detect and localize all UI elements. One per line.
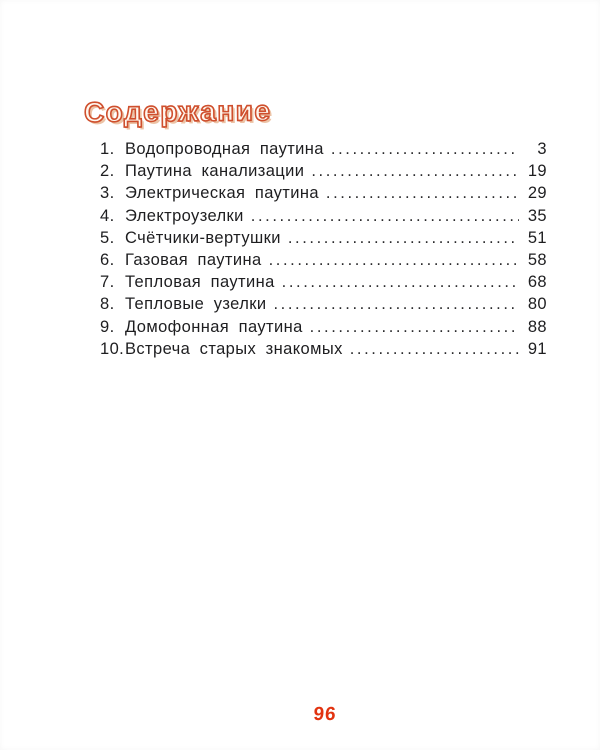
toc-item-number: 6. [100,250,115,269]
toc-row: 7. Тепловая паутина 68 [100,273,547,295]
dot-leader [275,273,519,292]
toc-item-page: 19 [527,162,547,181]
toc-item-page: 68 [527,273,547,292]
dot-leader [304,162,519,181]
toc-item-title: Домофонная паутина [125,317,303,336]
page-number: 96 [312,704,338,725]
toc-row: 1. Водопроводная паутина 3 [100,140,547,162]
toc-item-title: Счётчики-вертушки [125,228,281,247]
toc-item-number: 8. [100,295,115,314]
toc-item-title: Газовая паутина [125,250,262,269]
toc-item-page: 51 [527,228,547,247]
toc-item-number: 10. [100,339,125,358]
toc-item-title: Тепловые узелки [125,295,267,314]
toc-item-page: 29 [527,184,547,203]
dot-leader [343,340,519,359]
toc-item-title: Тепловая паутина [125,273,275,292]
dot-leader [244,207,519,226]
toc-row: 8. Тепловые узелки 80 [100,295,547,317]
toc-item-title: Водопроводная паутина [125,140,324,158]
toc-row: 10. Встреча старых знакомых 91 [100,340,547,362]
toc-item-title: Паутина канализации [125,162,305,181]
toc-item-number: 3. [100,184,115,203]
dot-leader [303,318,519,337]
toc-item-number: 7. [100,273,115,292]
page-title: Содержание [83,94,272,128]
toc-item-number: 9. [100,317,115,336]
toc-row: 3. Электрическая паутина 29 [100,184,547,206]
toc-item-title: Электрическая паутина [125,184,319,203]
toc-item-number: 2. [100,162,115,181]
toc-item-number: 4. [100,206,115,225]
dot-leader [266,295,519,314]
toc-row: 4. Электроузелки 35 [100,207,547,229]
toc-row: 5. Счётчики-вертушки 51 [100,229,547,251]
toc-item-page: 58 [527,250,547,269]
dot-leader [319,184,519,203]
toc-item-title: Встреча старых знакомых [125,339,343,358]
toc-row: 6. Газовая паутина 58 [100,251,547,273]
toc-item-number: 1. [100,140,115,158]
dot-leader [324,140,519,159]
dot-leader [262,251,519,270]
toc-row: 9. Домофонная паутина 88 [100,318,547,340]
dot-leader [281,229,519,248]
toc-item-page: 3 [537,140,547,158]
toc-item-title: Электроузелки [125,206,244,225]
toc-item-page: 88 [527,317,547,336]
toc-item-page: 35 [527,206,547,225]
toc-list: 1. Водопроводная паутина 3 2. Паутина ка… [100,140,547,362]
toc-item-page: 91 [527,339,547,358]
toc-item-page: 80 [527,295,547,314]
toc-row: 2. Паутина канализации 19 [100,162,547,184]
toc-item-number: 5. [100,228,115,247]
